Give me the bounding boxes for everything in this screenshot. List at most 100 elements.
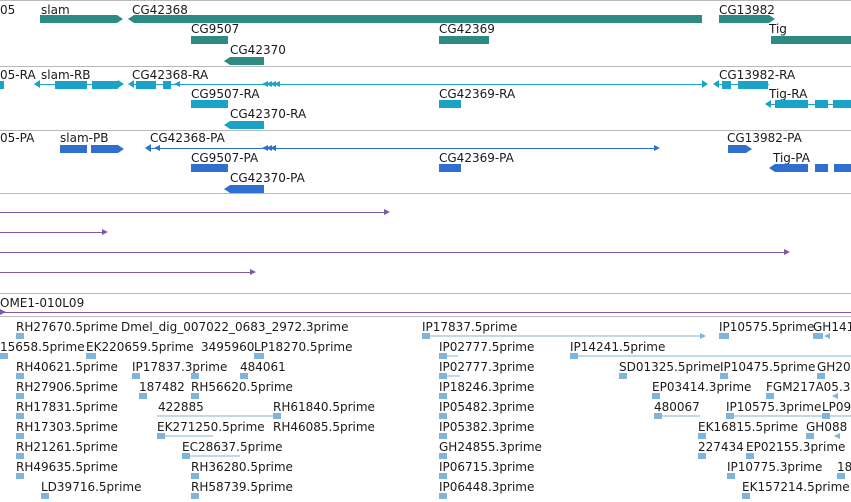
track-separator — [0, 293, 851, 294]
transcript-exon[interactable] — [163, 81, 171, 89]
strand-arrow-icon — [700, 333, 706, 339]
transcript-exon[interactable] — [230, 121, 264, 129]
est-label: 484061 — [240, 360, 286, 374]
protein-exon[interactable] — [775, 164, 808, 172]
protein-exon[interactable] — [439, 164, 461, 172]
protein-exon[interactable] — [230, 185, 264, 193]
est-feature[interactable] — [41, 493, 49, 499]
protein-label: Tig-PA — [773, 151, 810, 165]
est-feature[interactable] — [132, 373, 140, 379]
protein-label: CG9507-PA — [191, 151, 259, 165]
est-feature[interactable] — [698, 433, 706, 439]
est-feature[interactable] — [727, 473, 735, 479]
strand-arrow-icon — [118, 145, 124, 153]
est-feature[interactable] — [240, 373, 248, 379]
est-feature[interactable] — [191, 473, 199, 479]
transcript-exon[interactable] — [833, 100, 851, 108]
transcript-exon[interactable] — [191, 100, 228, 108]
protein-exon[interactable] — [728, 145, 746, 153]
gene-feature[interactable] — [134, 15, 702, 23]
strand-arrow-icon — [128, 15, 134, 23]
read-alignment[interactable] — [0, 212, 384, 213]
est-feature[interactable] — [719, 333, 729, 339]
est-feature[interactable] — [746, 453, 754, 459]
est-feature[interactable] — [439, 453, 447, 459]
protein-exon[interactable] — [815, 164, 828, 172]
est-feature[interactable] — [191, 493, 199, 499]
read-alignment[interactable] — [0, 272, 250, 273]
est-label: IP18246.3prime — [439, 380, 535, 394]
est-feature[interactable] — [273, 413, 281, 419]
gene-feature[interactable] — [719, 15, 769, 23]
transcript-exon[interactable] — [55, 81, 87, 89]
strand-arrow-icon — [102, 229, 108, 235]
est-feature[interactable] — [254, 353, 264, 359]
est-feature[interactable] — [766, 393, 774, 399]
strand-arrow-icon — [384, 209, 390, 215]
est-label: IP10475.5prime — [720, 360, 816, 374]
est-feature[interactable] — [16, 373, 24, 379]
track-separator — [0, 0, 851, 1]
clone-alignment[interactable] — [0, 312, 851, 313]
est-feature[interactable] — [813, 333, 823, 339]
est-feature[interactable] — [139, 393, 147, 399]
gene-feature[interactable] — [230, 57, 264, 65]
est-label: IP06715.3prime — [439, 460, 535, 474]
est-feature[interactable] — [16, 473, 24, 479]
transcript-exon[interactable] — [738, 81, 768, 89]
est-feature[interactable] — [439, 433, 447, 439]
gene-feature[interactable] — [191, 36, 228, 44]
protein-exon[interactable] — [91, 145, 118, 153]
est-feature[interactable] — [439, 473, 447, 479]
gene-feature[interactable] — [40, 15, 117, 23]
protein-label: 05-PA — [0, 131, 35, 145]
read-alignment[interactable] — [0, 232, 102, 233]
gene-feature[interactable] — [771, 36, 851, 44]
est-label: FGM217A05.3 — [766, 380, 851, 394]
est-label: EK220659.5prime — [86, 340, 194, 354]
est-label: RH17831.5prime — [16, 400, 118, 414]
gene-feature[interactable] — [439, 36, 489, 44]
est-feature[interactable] — [16, 413, 24, 419]
est-feature[interactable] — [817, 373, 825, 379]
est-feature[interactable] — [439, 413, 447, 419]
strand-arrow-icon — [266, 81, 272, 87]
est-feature[interactable] — [439, 393, 447, 399]
est-feature[interactable] — [16, 333, 24, 339]
est-label: SD01325.5prime — [619, 360, 721, 374]
strand-arrow-icon — [266, 145, 272, 151]
protein-label: CG13982-PA — [727, 131, 802, 145]
est-feature[interactable] — [86, 353, 96, 359]
est-feature[interactable] — [191, 373, 199, 379]
read-alignment[interactable] — [0, 252, 784, 253]
transcript-exon[interactable] — [815, 100, 828, 108]
est-feature[interactable] — [806, 433, 814, 439]
protein-exon[interactable] — [60, 145, 87, 153]
est-feature[interactable] — [652, 393, 660, 399]
transcript-exon[interactable] — [0, 81, 4, 89]
est-label: 227434 — [698, 440, 744, 454]
est-label: LP09 — [822, 400, 851, 414]
transcript-label: CG42370-RA — [230, 107, 307, 121]
transcript-exon[interactable] — [439, 100, 461, 108]
est-feature[interactable] — [191, 393, 199, 399]
transcript-exon[interactable] — [722, 81, 731, 89]
transcript-exon[interactable] — [136, 81, 156, 89]
protein-exon[interactable] — [834, 164, 851, 172]
est-label: GH24855.3prime — [439, 440, 542, 454]
est-feature[interactable] — [698, 453, 706, 459]
est-feature[interactable] — [619, 373, 627, 379]
est-feature[interactable] — [16, 453, 24, 459]
transcript-exon[interactable] — [775, 100, 808, 108]
strand-arrow-icon — [117, 15, 123, 23]
strand-arrow-icon — [154, 145, 160, 151]
est-feature[interactable] — [16, 393, 24, 399]
gene-label: Tig — [769, 22, 787, 36]
transcript-exon[interactable] — [92, 81, 118, 89]
est-feature[interactable] — [742, 493, 750, 499]
est-feature[interactable] — [16, 433, 24, 439]
est-feature[interactable] — [439, 493, 447, 499]
protein-exon[interactable] — [191, 164, 228, 172]
est-feature[interactable] — [720, 373, 728, 379]
est-feature[interactable] — [0, 353, 8, 359]
